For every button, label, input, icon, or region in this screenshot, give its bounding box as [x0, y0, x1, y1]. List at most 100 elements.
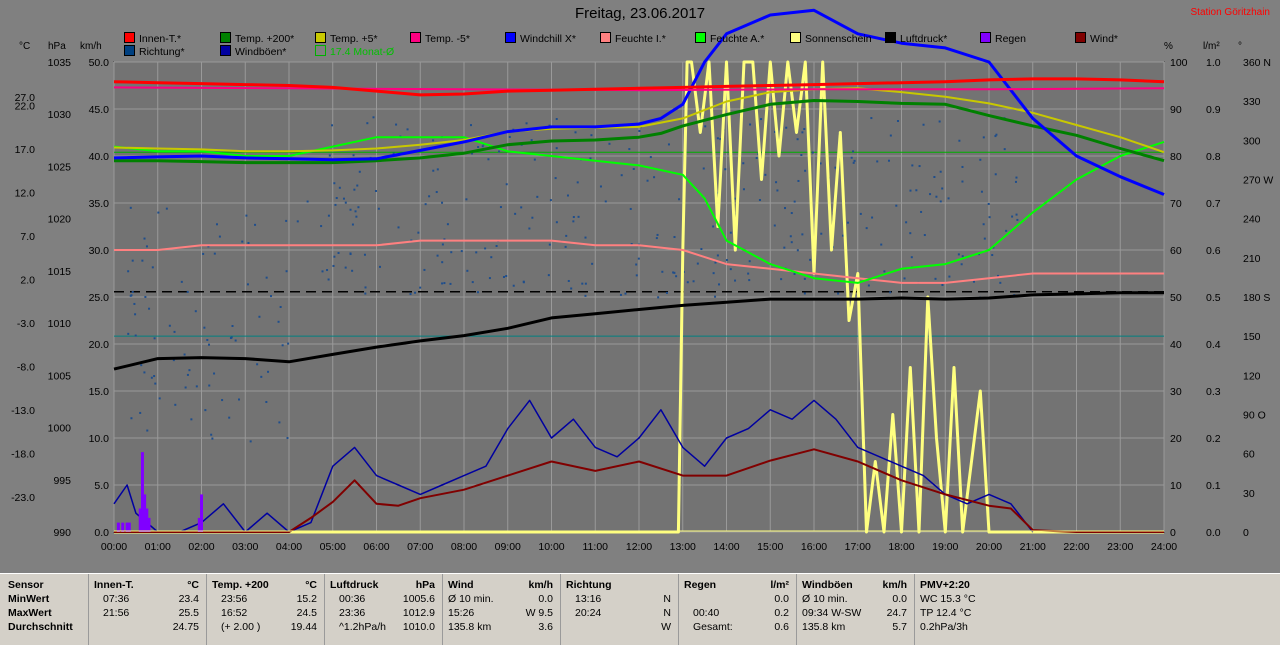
legend-item: Feuchte I.* — [600, 32, 666, 45]
tick-label-direction: 330 — [1243, 96, 1261, 108]
tick-label-time: 09:00 — [495, 541, 521, 553]
direction-point — [406, 128, 409, 131]
direction-point — [364, 292, 367, 295]
legend-swatch — [695, 32, 706, 43]
tick-label-kmh: 0.0 — [94, 527, 109, 539]
tick-label-time: 19:00 — [932, 541, 958, 553]
direction-point — [547, 274, 550, 277]
direction-point — [983, 237, 986, 240]
direction-point — [834, 166, 837, 169]
direction-point — [819, 162, 822, 165]
direction-point — [960, 263, 963, 266]
table-cell-time: 20:24 — [575, 607, 602, 619]
direction-point — [351, 223, 354, 226]
tick-label-lm2: 1.0 — [1206, 57, 1221, 69]
legend-label: Sonnenschein — [805, 33, 872, 45]
direction-point — [536, 195, 539, 198]
tick-label-lm2: 0.5 — [1206, 292, 1221, 304]
direction-point — [653, 176, 656, 179]
direction-point — [599, 185, 602, 188]
tick-label-hpa: 1030 — [48, 109, 72, 121]
direction-point — [441, 261, 444, 264]
direction-point — [657, 296, 660, 299]
direction-point — [803, 128, 806, 131]
direction-point — [957, 253, 960, 256]
direction-point — [414, 291, 417, 294]
direction-point — [790, 241, 793, 244]
legend-swatch — [600, 32, 611, 43]
direction-point — [134, 313, 137, 316]
tick-label-direction: 150 — [1243, 331, 1261, 343]
tick-label-time: 21:00 — [1020, 541, 1046, 553]
tick-label-time: 18:00 — [888, 541, 914, 553]
legend-label: Luftdruck* — [900, 33, 948, 45]
table-block-unit: °C — [187, 579, 199, 591]
legend-item: 17.4 Monat-Ø — [315, 45, 394, 58]
table-cell-time: 00:40 — [693, 607, 720, 619]
direction-point — [895, 204, 898, 207]
direction-point — [423, 268, 426, 271]
direction-point — [207, 245, 210, 248]
legend-item: Regen — [980, 32, 1026, 45]
direction-point — [548, 243, 551, 246]
tick-label-kmh: 35.0 — [89, 198, 110, 210]
direction-point — [837, 292, 840, 295]
table-cell-time: (+ 2.00 ) — [221, 621, 261, 633]
stats-table: Sensor MinWert MaxWert Durchschnitt Innen-T.… — [0, 573, 1280, 645]
direction-point — [584, 282, 587, 285]
table-cell-value: 1005.6 — [402, 593, 435, 605]
direction-point — [279, 305, 282, 308]
direction-point — [287, 342, 290, 345]
direction-point — [484, 247, 487, 250]
series-line-temp-200 — [114, 99, 1165, 165]
direction-point — [910, 256, 913, 259]
table-cell-value: 0.0 — [892, 593, 907, 605]
direction-point — [495, 245, 498, 248]
legend-label: Temp. +200* — [235, 33, 295, 45]
direction-point — [320, 225, 323, 228]
direction-point — [525, 122, 528, 125]
table-cell-time: 00:36 — [339, 593, 366, 605]
direction-point — [481, 145, 484, 148]
direction-point — [141, 259, 144, 262]
tick-label-hpa: 1025 — [48, 161, 72, 173]
direction-point — [555, 118, 558, 121]
direction-point — [747, 272, 750, 275]
legend-swatch — [980, 32, 991, 43]
direction-point — [443, 238, 446, 241]
direction-point — [134, 334, 137, 337]
direction-point — [784, 207, 787, 210]
legend-item: Temp. +5* — [315, 32, 378, 45]
direction-point — [853, 159, 856, 162]
direction-point — [996, 274, 999, 277]
direction-point — [565, 234, 568, 237]
direction-point — [203, 326, 206, 329]
direction-point — [153, 375, 156, 378]
direction-point — [256, 363, 259, 366]
direction-point — [867, 284, 870, 287]
direction-point — [638, 130, 641, 133]
table-cell-value: 0.0 — [774, 593, 789, 605]
direction-point — [696, 262, 699, 265]
legend-label: 17.4 Monat-Ø — [330, 46, 395, 58]
direction-point — [351, 269, 354, 272]
direction-point — [629, 207, 632, 210]
direction-point — [619, 293, 622, 296]
direction-point — [712, 225, 715, 228]
direction-point — [410, 239, 413, 242]
table-block-unit: l/m² — [770, 579, 789, 591]
direction-point — [567, 279, 570, 282]
direction-point — [428, 195, 431, 198]
direction-point — [871, 216, 874, 219]
direction-point — [790, 212, 793, 215]
direction-point — [520, 206, 523, 209]
direction-point — [673, 236, 676, 239]
direction-point — [1015, 176, 1018, 179]
direction-point — [278, 421, 281, 424]
tick-label-celsius: 17.0 — [15, 144, 36, 156]
direction-point — [357, 206, 360, 209]
unit-deg: ° — [1238, 41, 1242, 52]
tick-label-lm2: 0.2 — [1206, 433, 1221, 445]
direction-point — [334, 203, 337, 206]
tick-label-percent: 90 — [1170, 104, 1182, 116]
